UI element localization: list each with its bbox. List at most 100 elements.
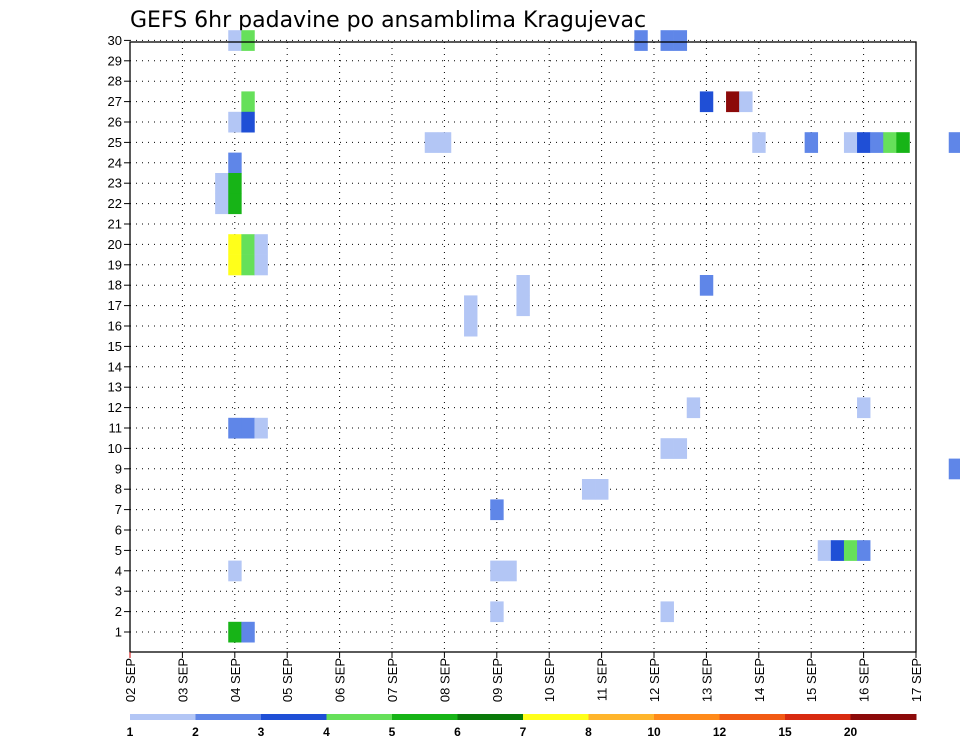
heat-cell (215, 193, 229, 215)
heat-cell (516, 295, 530, 317)
heat-cell (241, 254, 255, 276)
colorbar-segment (326, 714, 393, 720)
y-tick-label: 13 (108, 380, 122, 395)
colorbar-label: 8 (585, 725, 592, 739)
y-tick-label: 2 (115, 604, 122, 619)
heat-cell (215, 173, 229, 194)
y-tick-label: 5 (115, 543, 122, 558)
heat-cell (516, 275, 530, 296)
heat-cell (490, 560, 504, 582)
y-tick-label: 18 (108, 278, 122, 293)
y-tick-label: 8 (115, 482, 122, 497)
colorbar-label: 4 (323, 725, 330, 739)
x-tick-label: 08 SEP (437, 658, 452, 702)
heat-cell (228, 193, 242, 215)
colorbar-label: 5 (389, 725, 396, 739)
heat-cell (464, 295, 478, 317)
colorbar-segment (195, 714, 262, 720)
heat-cell (595, 479, 609, 500)
heat-cell (424, 132, 439, 153)
heat-cell (726, 91, 740, 113)
heat-cell (857, 540, 871, 561)
heat-cell (948, 132, 960, 153)
heat-cell (228, 111, 242, 133)
y-tick-label: 28 (108, 74, 122, 89)
colorbar-label: 2 (192, 725, 199, 739)
x-tick-label: 09 SEP (490, 658, 505, 702)
y-tick-label: 30 (108, 33, 122, 48)
data-cells (215, 30, 960, 643)
heat-cell (241, 111, 255, 133)
y-tick-label: 23 (108, 176, 122, 191)
colorbar-segment (850, 714, 917, 720)
heat-cell (241, 621, 255, 643)
y-tick-label: 22 (108, 196, 122, 211)
y-tick-label: 16 (108, 319, 122, 334)
heat-cell (660, 30, 674, 51)
heat-cell (857, 132, 871, 153)
x-tick-label: 14 SEP (752, 658, 767, 702)
heat-cell (228, 254, 242, 276)
x-tick-label: 16 SEP (857, 658, 872, 702)
heat-cell (464, 315, 478, 337)
colorbar-segment (523, 714, 589, 720)
x-tick-label: 03 SEP (175, 658, 190, 702)
colorbar-label: 12 (713, 725, 727, 739)
heat-cell (843, 540, 858, 561)
y-tick-label: 25 (108, 135, 122, 150)
colorbar-segment (457, 714, 524, 720)
y-tick-label: 21 (108, 217, 122, 232)
heat-cell (752, 132, 766, 153)
x-tick-label: 13 SEP (699, 658, 714, 702)
y-tick-label: 6 (115, 523, 122, 538)
heat-cell (241, 417, 255, 439)
y-axis-ticks: 1234567891011121314151617181920212223242… (108, 33, 130, 640)
y-tick-label: 10 (108, 441, 122, 456)
heat-cell (870, 132, 884, 153)
x-tick-label: 06 SEP (333, 658, 348, 702)
colorbar-legend: 1 2 3 4 5 6 7 8 10 12 15 20 (127, 714, 917, 739)
heat-cell (857, 397, 871, 419)
y-tick-label: 1 (115, 625, 122, 640)
colorbar-label: 1 (127, 725, 134, 739)
colorbar-label: 3 (258, 725, 265, 739)
y-tick-label: 29 (108, 53, 122, 68)
heat-cell (739, 91, 753, 113)
y-tick-label: 4 (115, 563, 122, 578)
heat-cell (437, 132, 452, 153)
plot-frame (129, 41, 917, 653)
y-tick-label: 19 (108, 257, 122, 272)
heat-cell (254, 417, 268, 439)
y-tick-label: 24 (108, 155, 122, 170)
colorbar-label: 10 (647, 725, 661, 739)
heat-cell (673, 30, 688, 51)
colorbar-segment (261, 714, 327, 720)
heat-cell (699, 91, 714, 113)
heat-cell (228, 560, 242, 582)
x-tick-label: 11 SEP (595, 658, 610, 701)
heat-cell (660, 438, 674, 459)
heat-cell (660, 601, 674, 623)
y-tick-label: 12 (108, 400, 122, 415)
heat-cell (241, 91, 255, 113)
heat-cell (883, 132, 897, 153)
y-tick-label: 3 (115, 584, 122, 599)
heat-cell (843, 132, 858, 153)
x-tick-label: 12 SEP (647, 658, 662, 702)
heat-cell (241, 234, 255, 255)
y-tick-label: 15 (108, 339, 122, 354)
colorbar-segment (785, 714, 851, 720)
heat-cell (896, 132, 910, 153)
x-tick-label: 02 SEP (123, 658, 138, 702)
x-axis-ticks: 02 SEP 03 SEP 04 SEP 05 SEP 06 SEP 07 SEP 08 S… (123, 652, 924, 702)
y-tick-label: 20 (108, 237, 122, 252)
x-tick-label: 05 SEP (280, 658, 295, 702)
grid-lines (130, 39, 916, 652)
heat-cell (686, 397, 701, 419)
heat-cell (817, 540, 832, 561)
colorbar-segment (392, 714, 458, 720)
heat-cell (490, 601, 504, 623)
colorbar-segment (719, 714, 786, 720)
x-tick-label: 10 SEP (542, 658, 557, 702)
